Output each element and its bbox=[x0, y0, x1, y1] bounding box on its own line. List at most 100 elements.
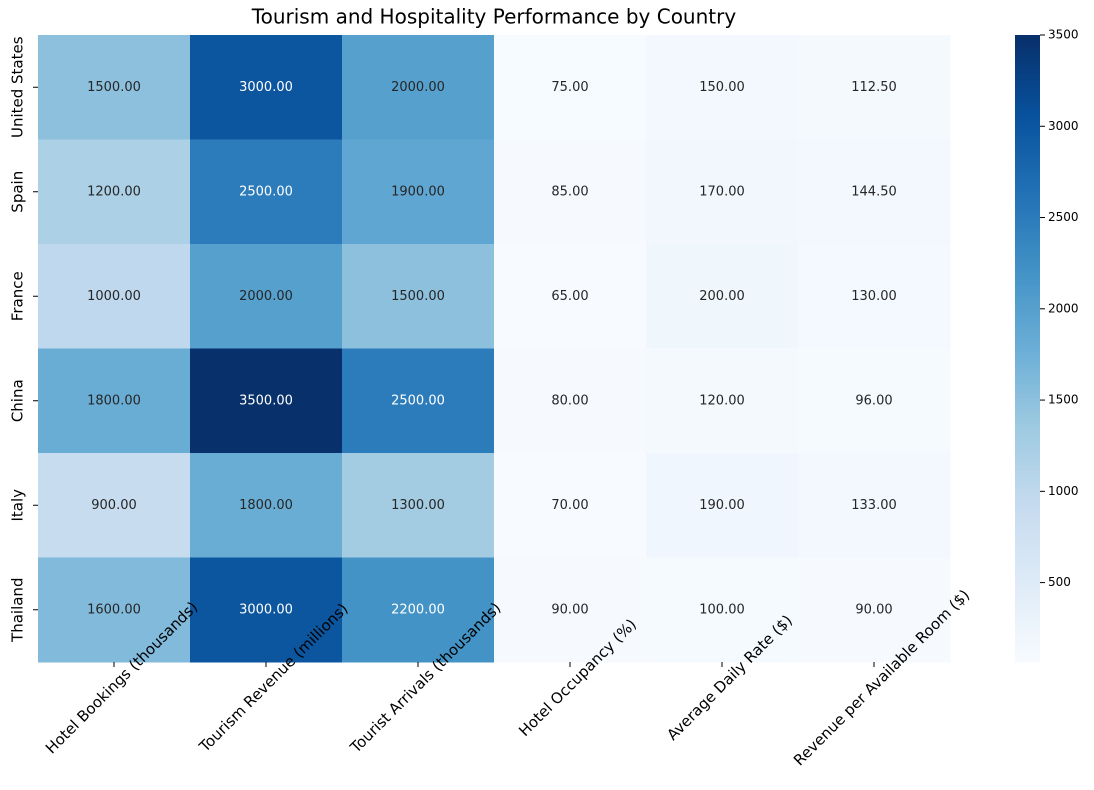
colorbar-segment bbox=[1015, 116, 1040, 121]
colorbar-segment bbox=[1015, 517, 1040, 522]
colorbar-segment bbox=[1015, 558, 1040, 563]
colorbar-segment bbox=[1015, 241, 1040, 246]
cell-value-label: 3500.00 bbox=[239, 393, 293, 408]
cell-value-label: 2000.00 bbox=[239, 289, 293, 304]
colorbar-segment bbox=[1015, 260, 1040, 265]
colorbar-segment bbox=[1015, 567, 1040, 572]
colorbar-segment bbox=[1015, 198, 1040, 202]
colorbar-segment bbox=[1015, 505, 1040, 509]
colorbar-segment bbox=[1015, 640, 1040, 644]
colorbar-segment bbox=[1015, 549, 1040, 553]
colorbar-segment bbox=[1015, 38, 1040, 42]
colorbar-segment bbox=[1015, 389, 1040, 393]
colorbar-segment bbox=[1015, 201, 1040, 205]
colorbar-segment bbox=[1015, 455, 1040, 459]
colorbar-segment bbox=[1015, 135, 1040, 140]
colorbar-segment bbox=[1015, 605, 1040, 610]
colorbar-tick-label: 3500 bbox=[1048, 28, 1079, 42]
colorbar-segment bbox=[1015, 392, 1040, 397]
colorbar-segment bbox=[1015, 270, 1040, 274]
colorbar-segment bbox=[1015, 386, 1040, 390]
colorbar-segment bbox=[1015, 426, 1040, 431]
colorbar-segment bbox=[1015, 580, 1040, 585]
heatmap-cell bbox=[494, 348, 647, 454]
cell-value-label: 75.00 bbox=[551, 80, 588, 95]
colorbar-segment bbox=[1015, 100, 1040, 105]
heatmap-cell bbox=[38, 35, 191, 140]
colorbar-segment bbox=[1015, 583, 1040, 588]
heatmap-cell bbox=[342, 139, 495, 245]
cell-value-label: 65.00 bbox=[551, 289, 588, 304]
colorbar-segment bbox=[1015, 332, 1040, 337]
colorbar-segment bbox=[1015, 602, 1040, 607]
cell-value-label: 150.00 bbox=[699, 80, 745, 95]
colorbar-segment bbox=[1015, 207, 1040, 212]
heatmap-cell bbox=[190, 244, 343, 349]
colorbar-segment bbox=[1015, 404, 1040, 409]
colorbar-segment bbox=[1015, 329, 1040, 334]
colorbar-segment bbox=[1015, 110, 1040, 114]
heatmap-cell bbox=[190, 557, 343, 663]
colorbar-segment bbox=[1015, 150, 1040, 155]
colorbar-segment bbox=[1015, 279, 1040, 284]
y-tick-label: Spain bbox=[9, 171, 27, 213]
colorbar-segment bbox=[1015, 621, 1040, 625]
colorbar-segment bbox=[1015, 618, 1040, 622]
cell-value-label: 1800.00 bbox=[239, 498, 293, 513]
colorbar-segment bbox=[1015, 614, 1040, 619]
colorbar-segment bbox=[1015, 44, 1040, 49]
colorbar-segment bbox=[1015, 373, 1040, 378]
colorbar-segment bbox=[1015, 301, 1040, 306]
heatmap-cell bbox=[190, 139, 343, 245]
colorbar-segment bbox=[1015, 229, 1040, 234]
colorbar-segment bbox=[1015, 589, 1040, 594]
heatmap-cell bbox=[342, 35, 495, 140]
colorbar-segment bbox=[1015, 342, 1040, 346]
colorbar-segment bbox=[1015, 226, 1040, 230]
colorbar-segment bbox=[1015, 433, 1040, 437]
colorbar-segment bbox=[1015, 292, 1040, 296]
colorbar-segment bbox=[1015, 624, 1040, 629]
cell-value-label: 3000.00 bbox=[239, 602, 293, 617]
colorbar-segment bbox=[1015, 172, 1040, 177]
colorbar-segment bbox=[1015, 571, 1040, 575]
colorbar-segment bbox=[1015, 69, 1040, 74]
colorbar-segment bbox=[1015, 238, 1040, 243]
colorbar-segment bbox=[1015, 204, 1040, 209]
heatmap-cell bbox=[190, 348, 343, 454]
colorbar-segment bbox=[1015, 75, 1040, 80]
y-tick-label: Italy bbox=[9, 489, 27, 522]
heatmap-cell bbox=[38, 453, 191, 558]
colorbar-segment bbox=[1015, 266, 1040, 271]
colorbar-segment bbox=[1015, 157, 1040, 161]
colorbar-segment bbox=[1015, 495, 1040, 500]
colorbar-segment bbox=[1015, 649, 1040, 654]
heatmap-cell bbox=[190, 453, 343, 558]
colorbar-segment bbox=[1015, 473, 1040, 478]
colorbar-segment bbox=[1015, 364, 1040, 368]
colorbar-segment bbox=[1015, 627, 1040, 632]
colorbar-segment bbox=[1015, 498, 1040, 503]
colorbar-segment bbox=[1015, 524, 1040, 528]
colorbar-segment bbox=[1015, 298, 1040, 303]
cell-value-label: 2500.00 bbox=[391, 393, 445, 408]
y-tick-label: United States bbox=[9, 36, 27, 138]
colorbar-segment bbox=[1015, 461, 1040, 466]
colorbar-segment bbox=[1015, 546, 1040, 550]
colorbar-segment bbox=[1015, 194, 1040, 199]
colorbar-segment bbox=[1015, 486, 1040, 491]
heatmap-cell bbox=[646, 35, 799, 140]
cell-value-label: 133.00 bbox=[851, 498, 897, 513]
cell-value-label: 200.00 bbox=[699, 289, 745, 304]
colorbar-segment bbox=[1015, 586, 1040, 591]
colorbar-segment bbox=[1015, 179, 1040, 183]
colorbar-segment bbox=[1015, 370, 1040, 375]
colorbar-segment bbox=[1015, 185, 1040, 190]
heatmap-cell bbox=[38, 348, 191, 454]
heatmap-cell bbox=[494, 557, 647, 663]
colorbar-segment bbox=[1015, 467, 1040, 472]
cell-value-label: 130.00 bbox=[851, 289, 897, 304]
colorbar-segment bbox=[1015, 382, 1040, 387]
cell-value-label: 2200.00 bbox=[391, 602, 445, 617]
colorbar-segment bbox=[1015, 310, 1040, 315]
